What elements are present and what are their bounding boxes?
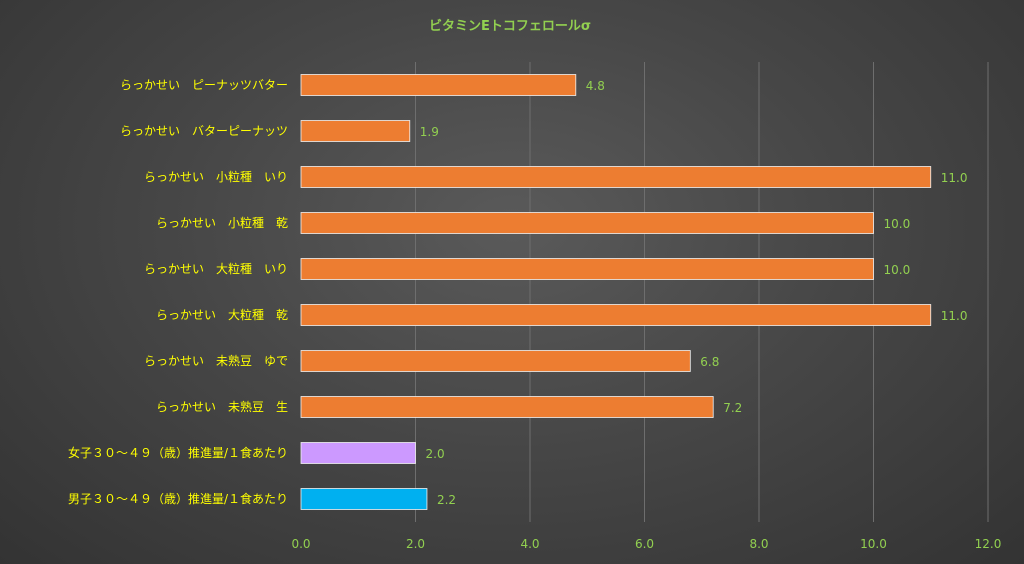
bar <box>300 212 874 234</box>
bar <box>300 166 932 188</box>
chart-title: ビタミンEトコフェロールσ <box>429 18 591 34</box>
category-label: らっかせい 大粒種 いり <box>144 261 288 276</box>
category-label: らっかせい 未熟豆 ゆで <box>144 353 288 368</box>
x-axis-tick-labels: 0.0 2.0 4.0 6.0 8.0 10.0 12.0 <box>291 537 1001 551</box>
data-label: 7.2 <box>723 401 742 415</box>
category-label: らっかせい 小粒種 乾 <box>156 215 288 230</box>
data-label: 6.8 <box>700 355 719 369</box>
data-label: 11.0 <box>941 309 968 323</box>
category-label: らっかせい ピーナッツバター <box>120 78 288 92</box>
bar <box>300 120 411 142</box>
category-label: らっかせい 大粒種 乾 <box>156 307 288 322</box>
category-label: らっかせい 未熟豆 生 <box>156 399 288 414</box>
x-tick-label: 10.0 <box>860 537 887 551</box>
category-label: 男子３０～４９（歳）推進量/１食あたり <box>68 491 288 506</box>
category-label: らっかせい バターピーナッツ <box>120 124 288 138</box>
data-label: 2.0 <box>426 447 445 461</box>
data-label: 10.0 <box>884 263 911 277</box>
data-labels: 4.8 1.9 11.0 10.0 10.0 11.0 6.8 7.2 2.0 2.2 <box>420 79 968 507</box>
category-label: らっかせい 小粒種 いり <box>144 169 288 184</box>
data-label: 2.2 <box>437 493 456 507</box>
x-tick-label: 4.0 <box>520 537 539 551</box>
x-tick-label: 2.0 <box>406 537 425 551</box>
bar <box>300 396 714 418</box>
bar <box>300 74 577 96</box>
data-label: 10.0 <box>884 217 911 231</box>
bars <box>300 74 932 510</box>
x-tick-label: 8.0 <box>749 537 768 551</box>
data-label: 1.9 <box>420 125 439 139</box>
bar <box>300 258 874 280</box>
gridlines <box>415 62 989 522</box>
x-tick-label: 0.0 <box>291 537 310 551</box>
category-label: 女子３０～４９（歳）推進量/１食あたり <box>68 445 288 460</box>
x-tick-label: 6.0 <box>635 537 654 551</box>
data-label: 11.0 <box>941 171 968 185</box>
bar <box>300 442 416 464</box>
data-label: 4.8 <box>586 79 605 93</box>
bar <box>300 488 428 510</box>
bar <box>300 304 932 326</box>
bar <box>300 350 691 372</box>
x-tick-label: 12.0 <box>975 537 1002 551</box>
